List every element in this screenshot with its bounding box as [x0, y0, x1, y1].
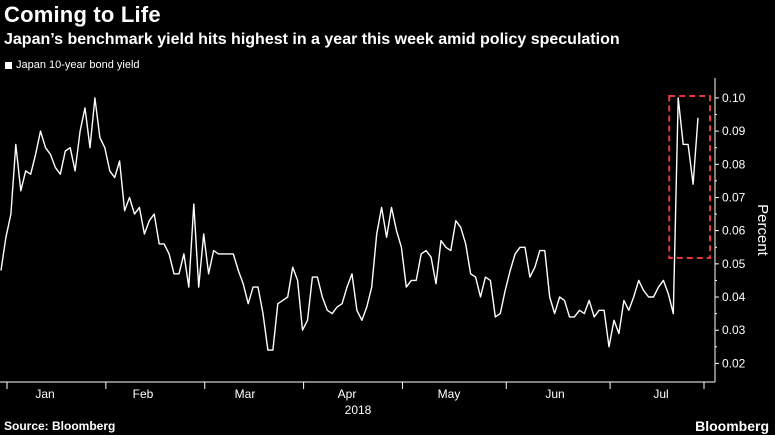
x-tick-label: Jan	[35, 387, 54, 401]
chart-subtitle: Japan’s benchmark yield hits highest in …	[4, 31, 620, 48]
x-tick-label: Mar	[235, 387, 256, 401]
brand-logo: Bloomberg	[695, 418, 769, 434]
legend: Japan 10-year bond yield	[5, 59, 140, 71]
y-axis-label: Percent	[754, 204, 771, 257]
x-tick-label: May	[438, 387, 461, 401]
y-tick-label: 0.04	[722, 290, 746, 304]
x-axis-label: 2018	[345, 403, 372, 417]
highlight-box	[668, 95, 711, 259]
series-line	[0, 97, 699, 351]
y-tick-label: 0.09	[722, 124, 746, 138]
x-tick-label: Feb	[133, 387, 154, 401]
y-tick-label: 0.10	[722, 91, 746, 105]
x-tick-label: Apr	[338, 387, 357, 401]
chart-title: Coming to Life	[4, 2, 161, 27]
y-tick-label: 0.05	[722, 257, 746, 271]
source-note: Source: Bloomberg	[4, 419, 116, 433]
legend-swatch	[5, 61, 12, 69]
x-tick-label: Jun	[545, 387, 564, 401]
y-tick-label: 0.08	[722, 157, 746, 171]
x-tick-label: Jul	[653, 387, 668, 401]
legend-label: Japan 10-year bond yield	[16, 59, 140, 71]
y-tick-label: 0.03	[722, 323, 746, 337]
y-tick-label: 0.07	[722, 190, 746, 204]
y-tick-label: 0.06	[722, 224, 746, 238]
y-tick-label: 0.02	[722, 356, 746, 370]
